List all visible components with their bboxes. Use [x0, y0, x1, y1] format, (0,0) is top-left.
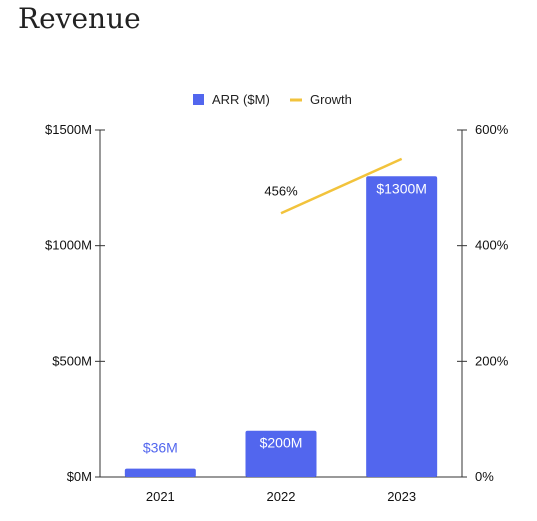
y-left-tick-label: $1000M — [45, 238, 92, 253]
y-right-tick-label: 400% — [475, 238, 509, 253]
page-title: Revenue — [18, 2, 141, 35]
bar-data-label: $1300M — [376, 180, 427, 196]
bars — [124, 176, 438, 477]
legend-label: ARR ($M) — [212, 92, 270, 107]
growth-line — [280, 157, 403, 215]
x-tick-label: 2023 — [387, 489, 416, 504]
y-left-tick-label: $500M — [52, 353, 92, 368]
bar-data-label: $36M — [143, 440, 178, 456]
y-left-tick-label: $0M — [67, 469, 92, 484]
x-tick-label: 2021 — [146, 489, 175, 504]
y-right-tick-label: 200% — [475, 353, 509, 368]
axes: $0M $500M $1000M $1500M 0% 200% 400% 600% 2021 20… — [45, 122, 509, 504]
legend-label: Growth — [310, 92, 352, 107]
bar — [124, 468, 196, 477]
growth-line-path — [280, 157, 403, 215]
legend-swatch-bar — [193, 94, 204, 105]
y-right-tick-label: 600% — [475, 122, 509, 137]
y-left-tick-label: $1500M — [45, 122, 92, 137]
x-tick-label: 2022 — [267, 489, 296, 504]
bar-data-label: $200M — [260, 435, 303, 451]
bar — [245, 430, 317, 477]
y-right-tick-label: 0% — [475, 469, 494, 484]
data-labels: $36M $200M $1300M 456% — [143, 180, 427, 455]
bar — [366, 176, 438, 477]
legend: ARR ($M) Growth — [193, 92, 352, 107]
growth-data-label: 456% — [264, 183, 298, 198]
